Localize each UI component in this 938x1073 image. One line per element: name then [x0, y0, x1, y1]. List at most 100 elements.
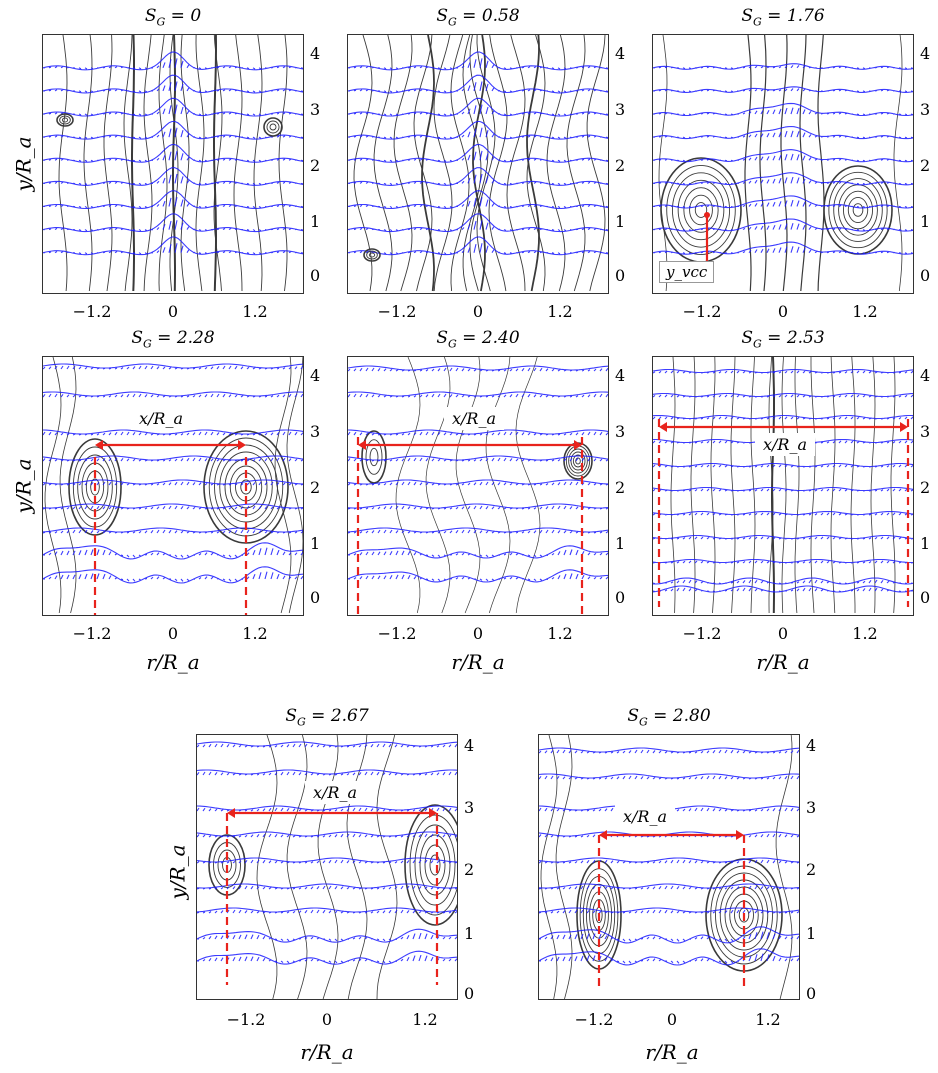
- velocity-vector-row: [197, 831, 457, 838]
- velocity-vector-row: [653, 534, 913, 540]
- y-tick: 4: [615, 44, 626, 63]
- x-tick: 1.2: [852, 624, 878, 643]
- velocity-vector-row: [653, 172, 913, 186]
- streamline: [566, 35, 586, 292]
- y-tick: 1: [310, 212, 321, 231]
- velocity-vector-row: [348, 144, 608, 163]
- x-tick: 1.2: [242, 302, 268, 321]
- vortex-streamline: [677, 179, 725, 241]
- velocity-vector-row: [653, 577, 913, 585]
- streamline: [771, 357, 775, 614]
- panel-title: SG = 2.80: [627, 706, 711, 729]
- vortex-streamline: [429, 854, 441, 876]
- flow-field-plot: y_vcc: [652, 34, 914, 294]
- panel-title: SG = 1.76: [741, 6, 825, 29]
- velocity-vector-row: [197, 805, 457, 812]
- panel-sg-2-53: SG = 2.53 x/R_a 4 3 2 1 0 −1.2 0 1.2: [652, 328, 938, 648]
- vortex-streamline: [565, 445, 591, 477]
- vortex-streamline: [666, 164, 736, 256]
- velocity-vector-row: [197, 769, 457, 776]
- vortex-streamline: [361, 430, 387, 484]
- velocity-vector-row: [348, 213, 608, 233]
- flow-field-plot: [42, 34, 304, 294]
- velocity-vector-row: [43, 429, 303, 436]
- velocity-vector-row: [43, 213, 303, 233]
- velocity-vector-row: [197, 883, 457, 890]
- vortex-streamline: [59, 115, 71, 125]
- streamline: [286, 357, 303, 614]
- vortex-streamline: [689, 194, 713, 226]
- streamline: [485, 357, 511, 614]
- velocity-vector-row: [539, 926, 799, 944]
- y-tick: 4: [920, 44, 931, 63]
- velocity-vector-row: [653, 368, 913, 374]
- streamline: [286, 735, 308, 999]
- flow-field-plot: x/R_a: [652, 356, 914, 616]
- x-tick: −1.2: [574, 1010, 614, 1029]
- x-tick: 0: [167, 624, 179, 643]
- y-tick: 0: [615, 588, 626, 607]
- velocity-vector-row: [348, 391, 608, 398]
- streamline: [256, 735, 278, 999]
- velocity-vector-row: [348, 455, 608, 462]
- velocity-vector-row: [653, 218, 913, 232]
- x-tick: 1.2: [547, 302, 573, 321]
- panel-sg-1-76: SG = 1.76 y_vcc 4 3 2 1 0 −1.2 0 1.2: [652, 6, 938, 326]
- vortex-streamline: [694, 202, 708, 218]
- streamline: [546, 35, 566, 292]
- velocity-vector-row: [653, 585, 913, 593]
- x-axis-label: r/R_a: [756, 650, 810, 674]
- x-tick: 0: [777, 624, 789, 643]
- velocity-vector-row: [348, 51, 608, 71]
- x-tick: 1.2: [852, 302, 878, 321]
- vortex-spacing-label: x/R_a: [755, 433, 815, 456]
- y-tick: 0: [920, 266, 931, 285]
- velocity-vector-row: [653, 102, 913, 117]
- velocity-vector-row: [348, 479, 608, 486]
- vortex-streamline: [404, 804, 457, 926]
- arrowhead: [429, 808, 437, 818]
- velocity-vector-row: [43, 144, 303, 163]
- vortex-streamline: [842, 190, 874, 230]
- streamline: [781, 357, 787, 614]
- x-tick: 0: [472, 302, 484, 321]
- streamline: [58, 35, 68, 292]
- velocity-vector-row: [348, 527, 608, 534]
- vortex-streamline: [833, 178, 883, 242]
- x-tick: −1.2: [226, 1010, 266, 1029]
- streamline: [317, 735, 339, 999]
- streamline: [274, 357, 292, 614]
- velocity-vector-row: [539, 857, 799, 864]
- y-axis-label: y/R_a: [11, 136, 36, 192]
- velocity-vector-row: [43, 503, 303, 510]
- flow-field-plot: [347, 34, 609, 294]
- y-tick: 0: [615, 266, 626, 285]
- velocity-vector-row: [43, 391, 303, 398]
- vortex-streamline: [369, 447, 379, 467]
- streamline: [744, 35, 752, 292]
- streamline: [376, 735, 398, 999]
- velocity-vector-row: [653, 558, 913, 564]
- y-tick: 0: [806, 984, 817, 1003]
- y-tick: 4: [615, 366, 626, 385]
- panel-sg-2-28: SG = 2.28 x/R_a 4 3 2 1 0 −1.2 0 1.2: [42, 328, 342, 648]
- arrowhead: [900, 422, 908, 432]
- velocity-vector-row: [348, 120, 608, 140]
- x-tick: 0: [167, 302, 179, 321]
- streamline: [462, 35, 482, 292]
- y-tick: 3: [615, 422, 626, 441]
- vortex-streamline: [263, 117, 283, 137]
- vortex-streamline: [240, 479, 252, 495]
- arrowhead: [736, 830, 744, 840]
- panel-title: SG = 2.28: [131, 328, 215, 351]
- panel-title: SG = 0: [144, 6, 202, 29]
- panel-sg-2-40: SG = 2.40 x/R_a 4 3 2 1 0 −1.2 0 1.2: [347, 328, 647, 648]
- arrowhead: [227, 808, 235, 818]
- vortex-streamline: [90, 478, 100, 496]
- panel-sg-2-80: SG = 2.80 x/R_a 4 3 2 1 0 −1.2 0 1.2: [538, 706, 838, 1029]
- streamline: [158, 35, 168, 292]
- velocity-vector-row: [43, 236, 303, 256]
- y-tick: 2: [615, 478, 626, 497]
- y-axis-label: y/R_a: [165, 844, 190, 900]
- vortex-streamline: [77, 454, 113, 520]
